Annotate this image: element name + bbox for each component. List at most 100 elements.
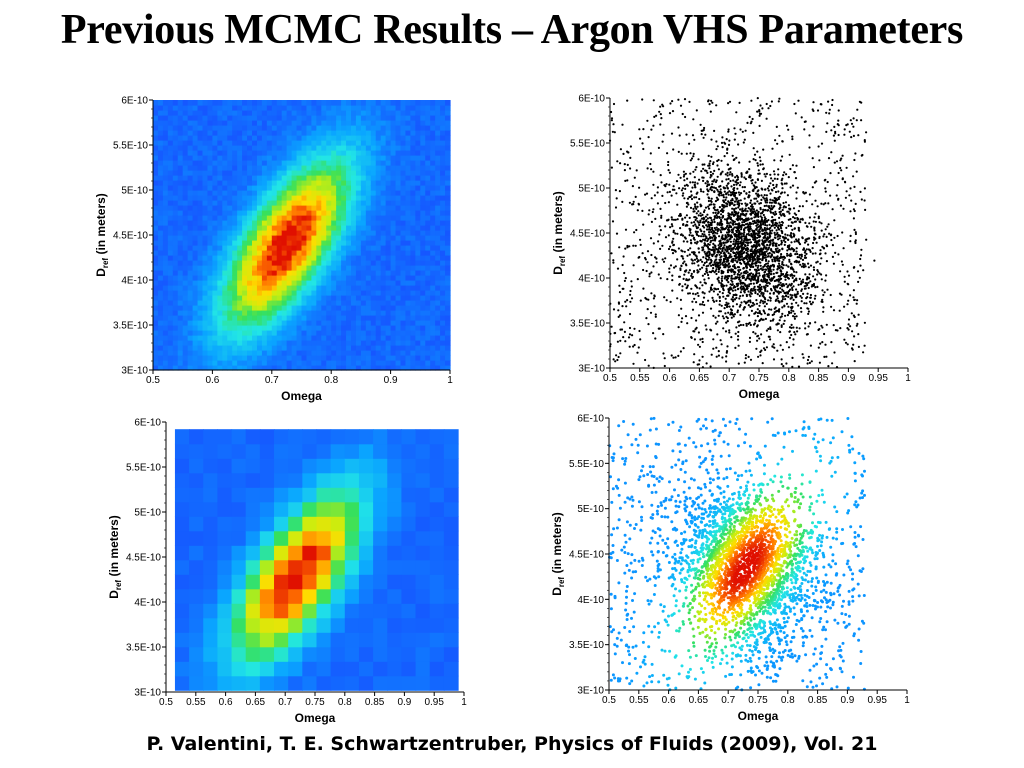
heatmap-cell <box>227 245 233 251</box>
scatter-point <box>727 193 730 196</box>
scatter-point <box>706 217 709 220</box>
scatter-point <box>824 279 827 282</box>
scatter-point <box>787 128 790 131</box>
heatmap-cell <box>410 110 416 116</box>
scatter-point <box>659 174 662 177</box>
heatmap-cell <box>157 210 164 216</box>
heatmap-cell <box>291 155 298 161</box>
scatter-point <box>653 194 656 197</box>
scatter-point <box>847 323 850 326</box>
scatter-point <box>693 353 696 356</box>
heatmap-cell <box>405 230 411 236</box>
heatmap-cell <box>153 105 159 111</box>
heatmap-cell <box>410 185 416 191</box>
scatter-point <box>712 314 715 317</box>
heatmap-cell <box>153 305 159 311</box>
scatter-point <box>859 190 862 193</box>
heatmap-cell <box>172 200 179 206</box>
heatmap-cell <box>346 315 352 321</box>
heatmap-cell <box>346 120 352 126</box>
heatmap-cell <box>400 245 407 251</box>
heatmap-cell <box>217 310 223 316</box>
scatter-point <box>774 218 777 221</box>
heatmap-cell <box>331 115 337 121</box>
heatmap-cell <box>232 155 238 161</box>
y-axis-label: Dref (in meters) <box>94 193 110 277</box>
scatter-point <box>823 332 826 336</box>
heatmap-cell <box>301 325 308 331</box>
heatmap-cell <box>380 100 387 106</box>
heatmap-cell <box>351 140 357 146</box>
scatter-point <box>812 266 815 269</box>
heatmap-cell <box>306 265 312 271</box>
heatmap-cell <box>172 265 179 271</box>
heatmap-cell <box>172 320 179 326</box>
heatmap-cell <box>346 150 352 156</box>
scatter-point <box>787 224 790 227</box>
heatmap-cell <box>370 130 377 136</box>
heatmap-cell <box>192 295 199 301</box>
scatter-point <box>835 160 839 163</box>
heatmap-cell <box>237 200 243 206</box>
heatmap-cell <box>365 150 372 156</box>
heatmap-cell <box>217 190 223 196</box>
heatmap-cell <box>360 310 367 316</box>
heatmap-cell <box>237 215 243 221</box>
heatmap-cell <box>316 210 322 216</box>
heatmap-cell <box>440 315 446 321</box>
heatmap-cell <box>167 240 174 246</box>
heatmap-cell <box>167 235 174 241</box>
scatter-point <box>717 287 720 291</box>
heatmap-cell <box>162 280 169 286</box>
heatmap-cell <box>326 235 332 241</box>
heatmap-cell <box>385 285 392 291</box>
heatmap-cell <box>202 105 209 111</box>
heatmap-cell <box>242 300 248 306</box>
heatmap-cell <box>252 360 258 366</box>
scatter-point <box>714 211 717 214</box>
heatmap-cell <box>415 210 421 216</box>
scatter-point <box>762 148 765 151</box>
heatmap-cell <box>232 170 238 176</box>
heatmap-cell <box>415 105 421 111</box>
heatmap-cell <box>187 285 194 291</box>
heatmap-cell <box>321 115 327 121</box>
heatmap-cell <box>311 240 317 246</box>
scatter-point <box>648 209 651 212</box>
heatmap-cell <box>326 195 332 201</box>
heatmap-cell <box>237 300 243 306</box>
heatmap-cell <box>177 165 184 171</box>
heatmap-cell <box>415 255 421 261</box>
heatmap-cell <box>286 295 293 301</box>
heatmap-cell <box>187 210 194 216</box>
heatmap-cell <box>271 310 278 316</box>
heatmap-cell <box>276 205 283 211</box>
scatter-point <box>669 226 672 229</box>
heatmap-cell <box>385 160 392 166</box>
scatter-point <box>778 216 781 219</box>
scatter-point <box>837 109 840 112</box>
heatmap-cell <box>365 310 372 316</box>
scatter-point <box>734 207 738 210</box>
scatter-point <box>754 215 757 218</box>
heatmap-cell <box>390 100 397 106</box>
scatter-point <box>697 314 701 317</box>
heatmap-cell <box>326 345 332 351</box>
heatmap-cell <box>346 290 352 296</box>
heatmap-cell <box>301 265 308 271</box>
heatmap-cell <box>182 195 189 201</box>
heatmap-cell <box>187 330 194 336</box>
heatmap-cell <box>232 320 238 326</box>
heatmap-cell <box>341 100 347 106</box>
heatmap-cell <box>435 280 441 286</box>
heatmap-cell <box>336 225 342 231</box>
heatmap-cell <box>222 290 228 296</box>
heatmap-cell <box>390 270 397 276</box>
heatmap-cell <box>212 105 218 111</box>
heatmap-cell <box>281 160 288 166</box>
heatmap-cell <box>252 310 258 316</box>
scatter-point <box>729 249 733 253</box>
heatmap-cell <box>351 315 357 321</box>
heatmap-cell <box>286 215 293 221</box>
scatter-point <box>852 208 855 211</box>
